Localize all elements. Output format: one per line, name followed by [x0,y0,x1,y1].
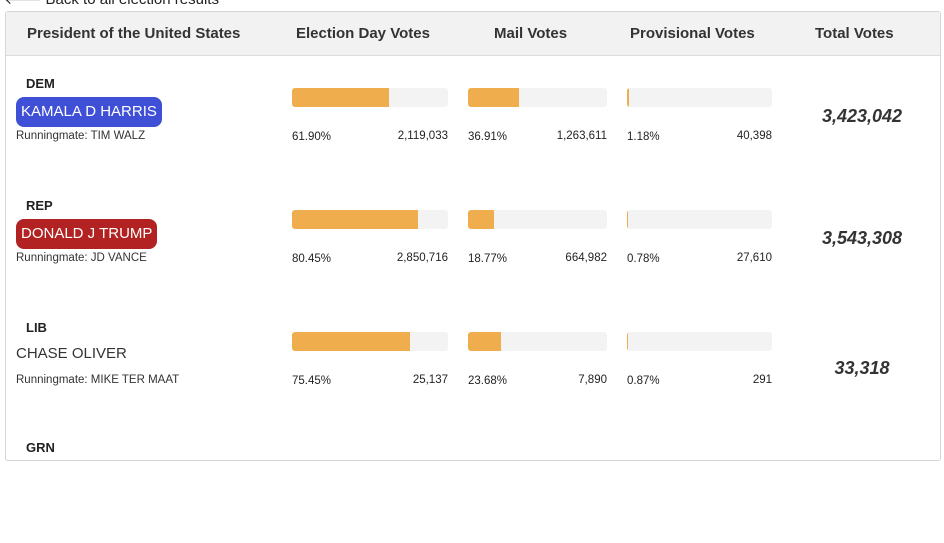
mail-bar [468,332,607,351]
back-link-label: Back to all election results [46,0,219,8]
header-provisional: Provisional Votes [630,25,755,42]
total-votes: 3,543,308 [821,228,903,248]
provisional-bar [627,88,772,107]
candidate-row: GRN [6,421,940,543]
candidate-name-badge: DONALD J TRUMP [16,219,158,249]
candidate-name-badge: KAMALA D HARRIS [16,97,162,127]
election-day-pct: 75.45% [292,375,332,387]
candidate-row: LIB CHASE OLIVER Runningmate: MIKE TER M… [6,299,940,421]
election-day-votes: 25,137 [412,374,448,386]
header-total: Total Votes [815,25,894,42]
mail-votes: 7,890 [578,374,607,386]
results-table: President of the United States Election … [5,11,941,461]
provisional-pct: 1.18% [627,131,660,143]
mail-pct: 23.68% [468,375,508,387]
mail-bar [468,88,607,107]
mail-pct: 36.91% [468,131,508,143]
arrow-left-icon: 🡐 [4,0,42,8]
provisional-bar [627,332,772,351]
mail-votes: 1,263,611 [556,130,607,142]
mail-pct: 18.77% [468,253,508,265]
provisional-pct: 0.87% [627,375,660,387]
election-day-bar [292,332,448,351]
election-day-bar-fill [292,332,410,351]
mail-bar-fill [468,210,495,229]
mail-bar-fill [468,332,501,351]
election-day-bar-fill [292,88,389,107]
party-label: LIB [26,320,47,335]
provisional-bar-fill [627,88,629,107]
provisional-votes: 291 [752,374,772,386]
runningmate-label: Runningmate: MIKE TER MAAT [16,374,180,386]
election-day-votes: 2,119,033 [397,130,448,142]
mail-bar [468,210,607,229]
table-header: President of the United States Election … [6,12,940,56]
candidate-row: REP DONALD J TRUMP Runningmate: JD VANCE… [6,177,940,299]
back-link[interactable]: 🡐 Back to all election results [4,0,219,8]
provisional-pct: 0.78% [627,253,660,265]
provisional-votes: 40,398 [736,130,772,142]
provisional-bar-fill [627,332,629,351]
runningmate-label: Runningmate: JD VANCE [16,252,147,264]
mail-bar-fill [468,88,520,107]
candidate-name: CHASE OLIVER [16,345,127,362]
runningmate-label: Runningmate: TIM WALZ [16,130,146,142]
party-label: GRN [26,440,55,455]
candidate-row: DEM KAMALA D HARRIS Runningmate: TIM WAL… [6,55,940,177]
mail-votes: 664,982 [565,252,607,264]
election-day-votes: 2,850,716 [396,252,448,264]
party-label: DEM [26,76,55,91]
election-day-bar [292,210,448,229]
header-election-day: Election Day Votes [296,25,430,42]
provisional-bar [627,210,772,229]
election-day-bar [292,88,448,107]
provisional-votes: 27,610 [736,252,772,264]
header-mail: Mail Votes [494,25,568,42]
header-office: President of the United States [27,25,241,42]
election-day-pct: 80.45% [292,253,332,265]
election-day-bar-fill [292,210,418,229]
total-votes: 3,423,042 [821,106,903,126]
total-votes: 33,318 [834,358,890,378]
provisional-bar-fill [627,210,629,229]
party-label: REP [26,198,53,213]
election-day-pct: 61.90% [292,131,332,143]
